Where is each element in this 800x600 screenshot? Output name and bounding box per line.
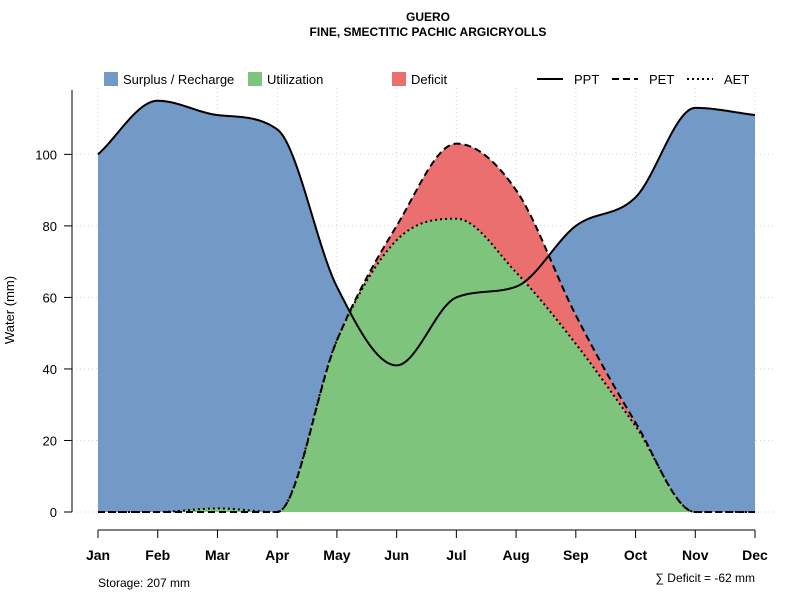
legend-label-utilization: Utilization [267,72,323,87]
x-tick-label: Jul [446,547,466,563]
x-tick-label: Oct [624,547,648,563]
chart-title: GUERO [406,10,450,24]
x-tick-label: Dec [742,547,768,563]
x-tick-label: Mar [205,547,230,563]
axes: 0 20 40 60 80 100 Jan Feb Mar Apr May Jun Jul Aug Sep O… [35,90,768,563]
legend-label-aet: AET [724,72,749,87]
deficit-note: ∑ Deficit = -62 mm [655,571,755,585]
legend-label-pet: PET [649,72,674,87]
area-utilization [98,218,755,512]
storage-note: Storage: 207 mm [98,576,190,590]
x-tick-label: Feb [145,547,170,563]
y-tick-label: 60 [43,290,57,305]
legend-label-deficit: Deficit [411,72,448,87]
legend-swatch-deficit [392,72,406,86]
legend-label-surplus: Surplus / Recharge [123,72,234,87]
chart-subtitle: FINE, SMECTITIC PACHIC ARGICRYOLLS [310,25,547,39]
y-tick-label: 100 [35,147,57,162]
legend-swatch-surplus [104,72,118,86]
x-tick-label: Sep [563,547,589,563]
x-tick-label: Nov [682,547,709,563]
x-tick-label: Jun [384,547,409,563]
legend-label-ppt: PPT [574,72,599,87]
area-surplus-recharge [98,100,755,512]
x-tick-label: Aug [502,547,529,563]
area-fills [98,100,755,512]
legend-swatch-utilization [248,72,262,86]
y-axis-label: Water (mm) [2,276,17,344]
series-lines [97,99,756,514]
series-line-ppt [97,99,756,367]
y-tick-label: 80 [43,219,57,234]
x-tick-label: Jan [86,547,110,563]
series-line-aet [98,217,755,514]
y-tick-label: 0 [50,505,57,520]
y-tick-label: 20 [43,433,57,448]
y-tick-label: 40 [43,362,57,377]
x-tick-label: May [323,547,350,563]
legend: Surplus / Recharge Utilization Deficit P… [104,72,749,87]
x-tick-label: Apr [265,547,290,563]
area-deficit [98,143,755,512]
